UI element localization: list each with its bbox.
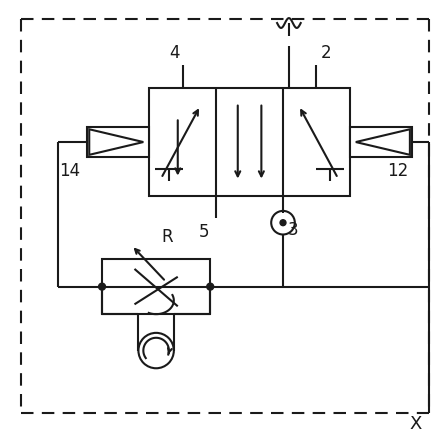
Polygon shape — [356, 129, 410, 155]
Circle shape — [271, 211, 295, 235]
Circle shape — [207, 283, 214, 290]
Text: 2: 2 — [320, 44, 331, 61]
Bar — [102, 259, 210, 314]
Text: X: X — [410, 416, 422, 433]
Bar — [149, 88, 350, 196]
Text: 3: 3 — [288, 221, 299, 238]
Circle shape — [280, 220, 286, 226]
Text: R: R — [161, 228, 173, 246]
Circle shape — [99, 283, 105, 290]
Text: 14: 14 — [59, 162, 80, 180]
Text: 12: 12 — [387, 162, 409, 180]
Text: 5: 5 — [198, 222, 209, 241]
Circle shape — [139, 333, 174, 368]
Bar — [350, 127, 412, 157]
Bar — [87, 127, 149, 157]
Text: 4: 4 — [169, 44, 179, 61]
Polygon shape — [89, 129, 143, 155]
